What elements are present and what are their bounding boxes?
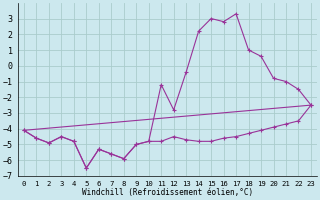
X-axis label: Windchill (Refroidissement éolien,°C): Windchill (Refroidissement éolien,°C): [82, 188, 253, 197]
